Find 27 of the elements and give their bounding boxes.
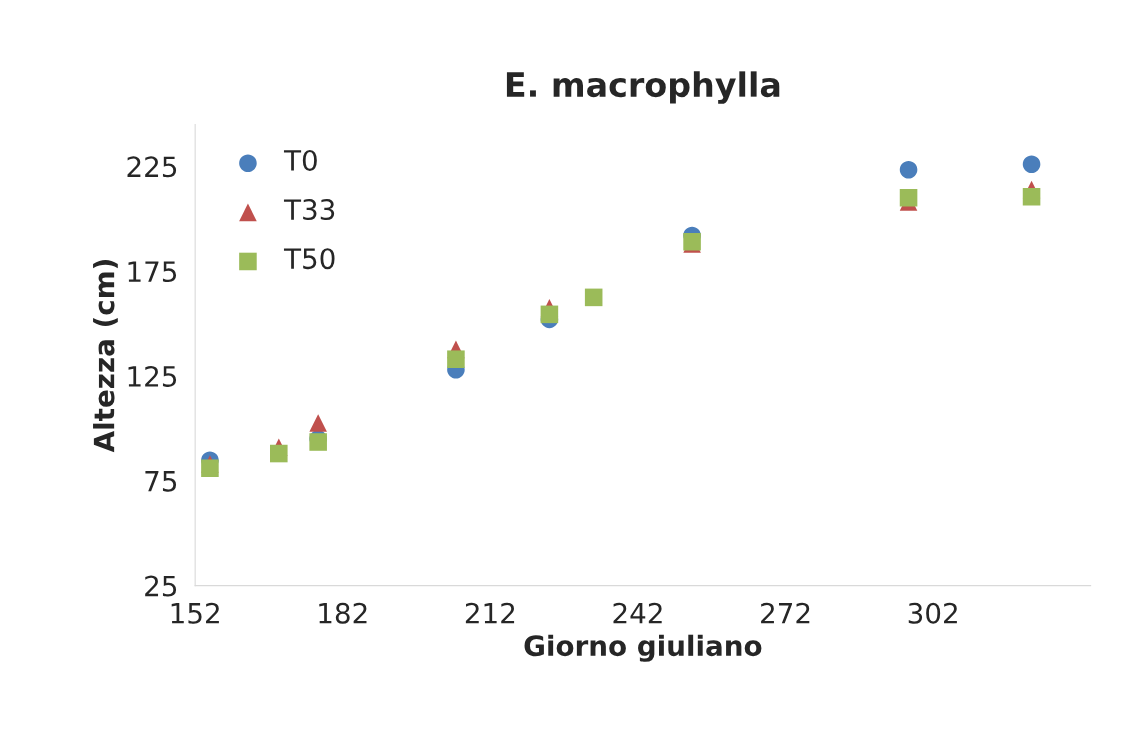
point: [540, 305, 559, 324]
point: [899, 160, 918, 179]
y-tick-label: 225: [127, 156, 177, 178]
point: [1022, 155, 1041, 174]
legend-label: T50: [283, 248, 335, 270]
point: [1022, 187, 1041, 206]
y-tick-label: 125: [128, 365, 177, 387]
x-tick-label: 152: [171, 602, 219, 624]
point: [447, 350, 465, 368]
x-tick-label: 272: [761, 602, 810, 624]
y-tick-label: 25: [145, 575, 177, 597]
x-axis-title: Giorno giuliano: [524, 634, 762, 662]
x-tick-label: 212: [465, 602, 515, 624]
point: [270, 444, 288, 463]
x-tick-label: 242: [613, 602, 662, 624]
x-tick-label: 302: [908, 602, 957, 624]
point: [584, 288, 603, 307]
point: [899, 189, 918, 207]
point: [309, 414, 327, 432]
legend-label: T33: [283, 199, 335, 221]
point: [201, 459, 219, 477]
chart-title: E. macrophylla: [506, 71, 780, 104]
legend-label: T0: [283, 149, 317, 171]
x-tick-label: 182: [319, 602, 367, 624]
y-tick-label: 75: [145, 471, 177, 492]
y-tick-label: 175: [128, 261, 177, 283]
y-axis-title: Altezza (cm): [93, 260, 118, 453]
